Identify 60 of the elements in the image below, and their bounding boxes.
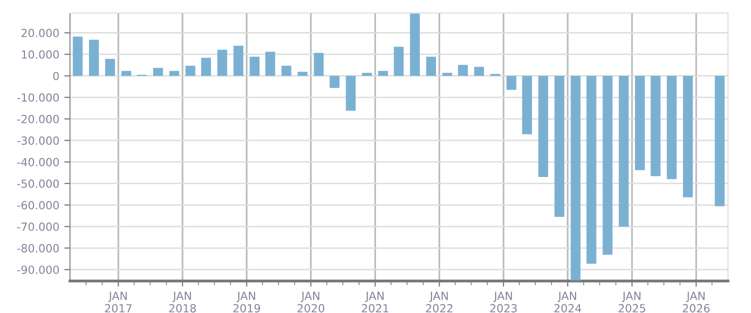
- bar: [233, 46, 244, 76]
- bar: [666, 76, 677, 180]
- bar: [426, 56, 436, 76]
- bar: [458, 64, 468, 76]
- x-tick-label: JAN 2022: [426, 292, 452, 312]
- bar: [362, 72, 372, 76]
- bar: [378, 70, 388, 76]
- bar: [410, 14, 420, 76]
- bar: [298, 72, 308, 76]
- bar: [169, 70, 180, 76]
- bar: [72, 36, 83, 76]
- bar: [714, 76, 725, 206]
- bar: [522, 76, 532, 134]
- bar: [121, 70, 132, 76]
- bar: [442, 72, 452, 76]
- bar: [250, 56, 260, 76]
- y-tick-label: 0: [53, 72, 59, 80]
- bar: [201, 58, 211, 76]
- y-tick-label: -50.000: [17, 179, 59, 188]
- bar: [185, 66, 196, 76]
- bar: [105, 58, 116, 76]
- bar: [153, 68, 163, 76]
- x-tick-label: JAN 2019: [233, 292, 260, 312]
- bar: [474, 66, 484, 76]
- x-tick-label: JAN 2017: [105, 292, 132, 312]
- bar: [88, 40, 99, 76]
- y-tick-label: -90.000: [17, 266, 59, 274]
- bar: [570, 76, 581, 280]
- y-tick-label: -10.000: [17, 93, 59, 102]
- x-tick-label: JAN 2026: [682, 292, 710, 312]
- y-tick-label: -80.000: [17, 244, 59, 252]
- x-tick-label: JAN 2024: [554, 292, 582, 312]
- bar: [314, 52, 324, 76]
- bar: [346, 76, 356, 111]
- y-tick-label: -70.000: [17, 222, 59, 231]
- bar: [506, 76, 516, 90]
- bar: [682, 76, 693, 198]
- bar: [618, 76, 629, 227]
- bar: [394, 46, 404, 76]
- x-tick-label: JAN 2025: [618, 292, 646, 312]
- bar: [554, 76, 564, 217]
- bar: [586, 76, 596, 264]
- y-tick-label: 10.000: [22, 50, 59, 59]
- y-tick-label: -60.000: [17, 200, 59, 210]
- bar: [217, 50, 228, 76]
- bar: [265, 52, 276, 76]
- y-tick-label: -40.000: [17, 158, 59, 166]
- x-tick-label: JAN 2018: [169, 292, 196, 312]
- bar: [602, 76, 613, 255]
- x-tick-label: JAN 2020: [298, 292, 324, 312]
- y-tick-label: -20.000: [17, 114, 59, 124]
- x-tick-label: JAN 2023: [490, 292, 517, 312]
- y-tick-label: -30.000: [17, 136, 59, 145]
- bar: [281, 66, 292, 76]
- bar: [330, 76, 340, 88]
- bar: [635, 76, 645, 170]
- x-tick-label: JAN 2021: [362, 292, 388, 312]
- y-tick-label: 20.000: [22, 28, 59, 38]
- bar: [538, 76, 548, 178]
- bar: [650, 76, 660, 176]
